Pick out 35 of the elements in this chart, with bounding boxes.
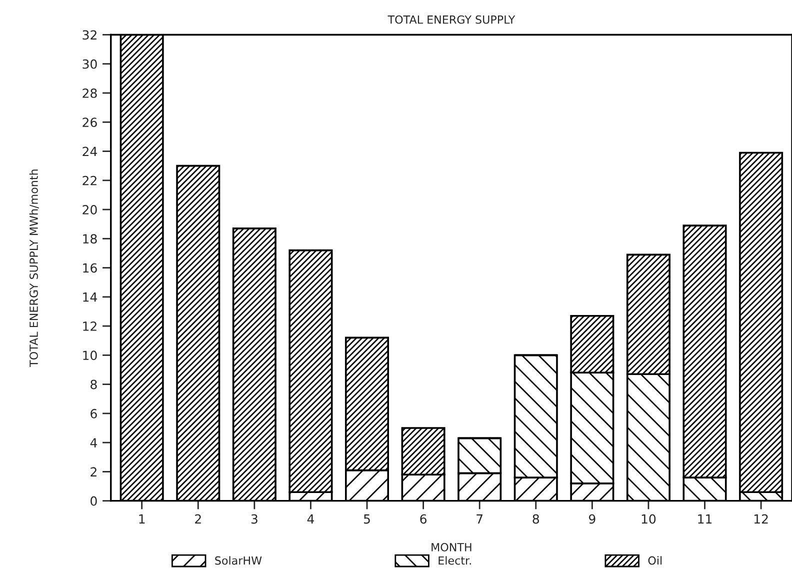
y-tick-label: 30 — [82, 59, 97, 69]
y-tick-label: 12 — [83, 322, 96, 331]
x-tick-label: 9 — [588, 514, 596, 524]
y-tick-label: 24 — [82, 146, 97, 156]
legend-label: SolarHW — [215, 556, 262, 565]
legend-label: Oil — [648, 556, 662, 565]
y-tick-label: 28 — [82, 88, 97, 98]
x-axis-title: MONTH — [432, 542, 472, 552]
y-tick-label: 2 — [90, 467, 96, 476]
chart-title: TOTAL ENERGY SUPPLY — [388, 15, 516, 24]
y-tick-label: 32 — [82, 30, 96, 40]
y-tick-label: 6 — [90, 408, 97, 418]
x-tick-label: 7 — [476, 514, 482, 524]
y-tick-label: 14 — [83, 292, 97, 302]
y-tick-label: 18 — [83, 234, 97, 244]
y-tick-label: 20 — [82, 204, 97, 214]
x-tick-label: 10 — [642, 514, 656, 524]
x-tick-label: 11 — [698, 514, 712, 524]
y-tick-label: 26 — [82, 118, 97, 128]
x-tick-label: 3 — [251, 514, 258, 524]
x-tick-label: 12 — [754, 514, 768, 524]
x-tick-label: 8 — [532, 514, 539, 524]
x-tick-label: 4 — [307, 514, 314, 524]
x-tick-label: 6 — [420, 514, 426, 524]
x-tick-label: 5 — [364, 514, 370, 524]
y-axis-title: TOTAL ENERGY SUPPLY MWh/month — [29, 170, 39, 367]
y-tick-label: 4 — [90, 438, 97, 448]
y-tick-label: 22 — [82, 176, 96, 186]
y-tick-label: 0 — [90, 496, 97, 506]
y-tick-label: 8 — [90, 380, 97, 390]
x-tick-label: 1 — [139, 514, 145, 524]
legend-label: Electr. — [438, 556, 471, 565]
y-tick-label: 10 — [83, 350, 97, 360]
y-tick-label: 16 — [83, 263, 97, 273]
x-tick-label: 2 — [195, 514, 201, 524]
